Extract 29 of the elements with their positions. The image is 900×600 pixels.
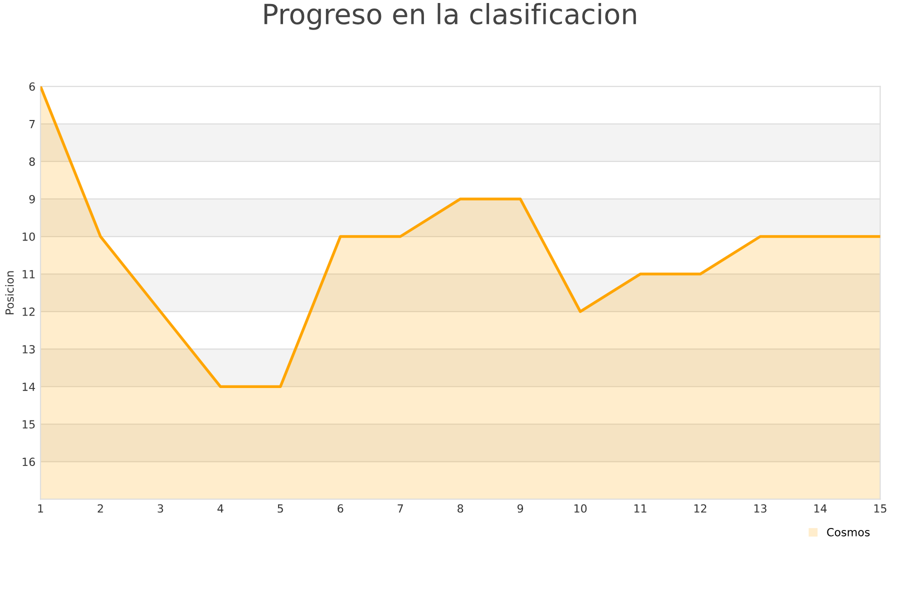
x-tick-label: 13 <box>754 504 766 513</box>
x-tick-label: 5 <box>278 504 283 513</box>
y-axis-title: Posicion <box>5 271 14 314</box>
x-tick-label: 15 <box>874 504 886 513</box>
x-tick-label: 1 <box>38 504 44 513</box>
y-tick-label: 9 <box>29 194 35 204</box>
y-tick-label: 11 <box>22 270 35 278</box>
x-tick-label: 8 <box>458 504 464 513</box>
x-tick-label: 6 <box>338 504 344 513</box>
x-tick-label: 12 <box>694 504 706 513</box>
x-tick-label: 9 <box>517 504 524 513</box>
legend-label: Cosmos <box>827 528 870 536</box>
x-tick-label: 3 <box>158 504 164 513</box>
y-tick-label: 14 <box>22 382 36 391</box>
y-tick-label: 10 <box>22 232 35 241</box>
x-tick-label: 4 <box>217 504 224 513</box>
y-tick-label: 13 <box>22 345 35 354</box>
y-tick-label: 12 <box>22 308 35 316</box>
chart-title: Progreso en la clasificacion <box>264 3 636 30</box>
y-tick-label: 15 <box>22 420 35 429</box>
x-tick-label: 14 <box>814 504 827 513</box>
x-tick-label: 7 <box>398 504 403 513</box>
y-tick-label: 8 <box>29 157 35 166</box>
y-tick-label: 6 <box>29 82 35 91</box>
x-tick-label: 2 <box>98 504 103 513</box>
x-tick-label: 11 <box>634 504 646 513</box>
y-tick-label: 7 <box>29 120 35 128</box>
x-tick-label: 10 <box>574 504 587 513</box>
y-tick-label: 16 <box>22 458 35 466</box>
